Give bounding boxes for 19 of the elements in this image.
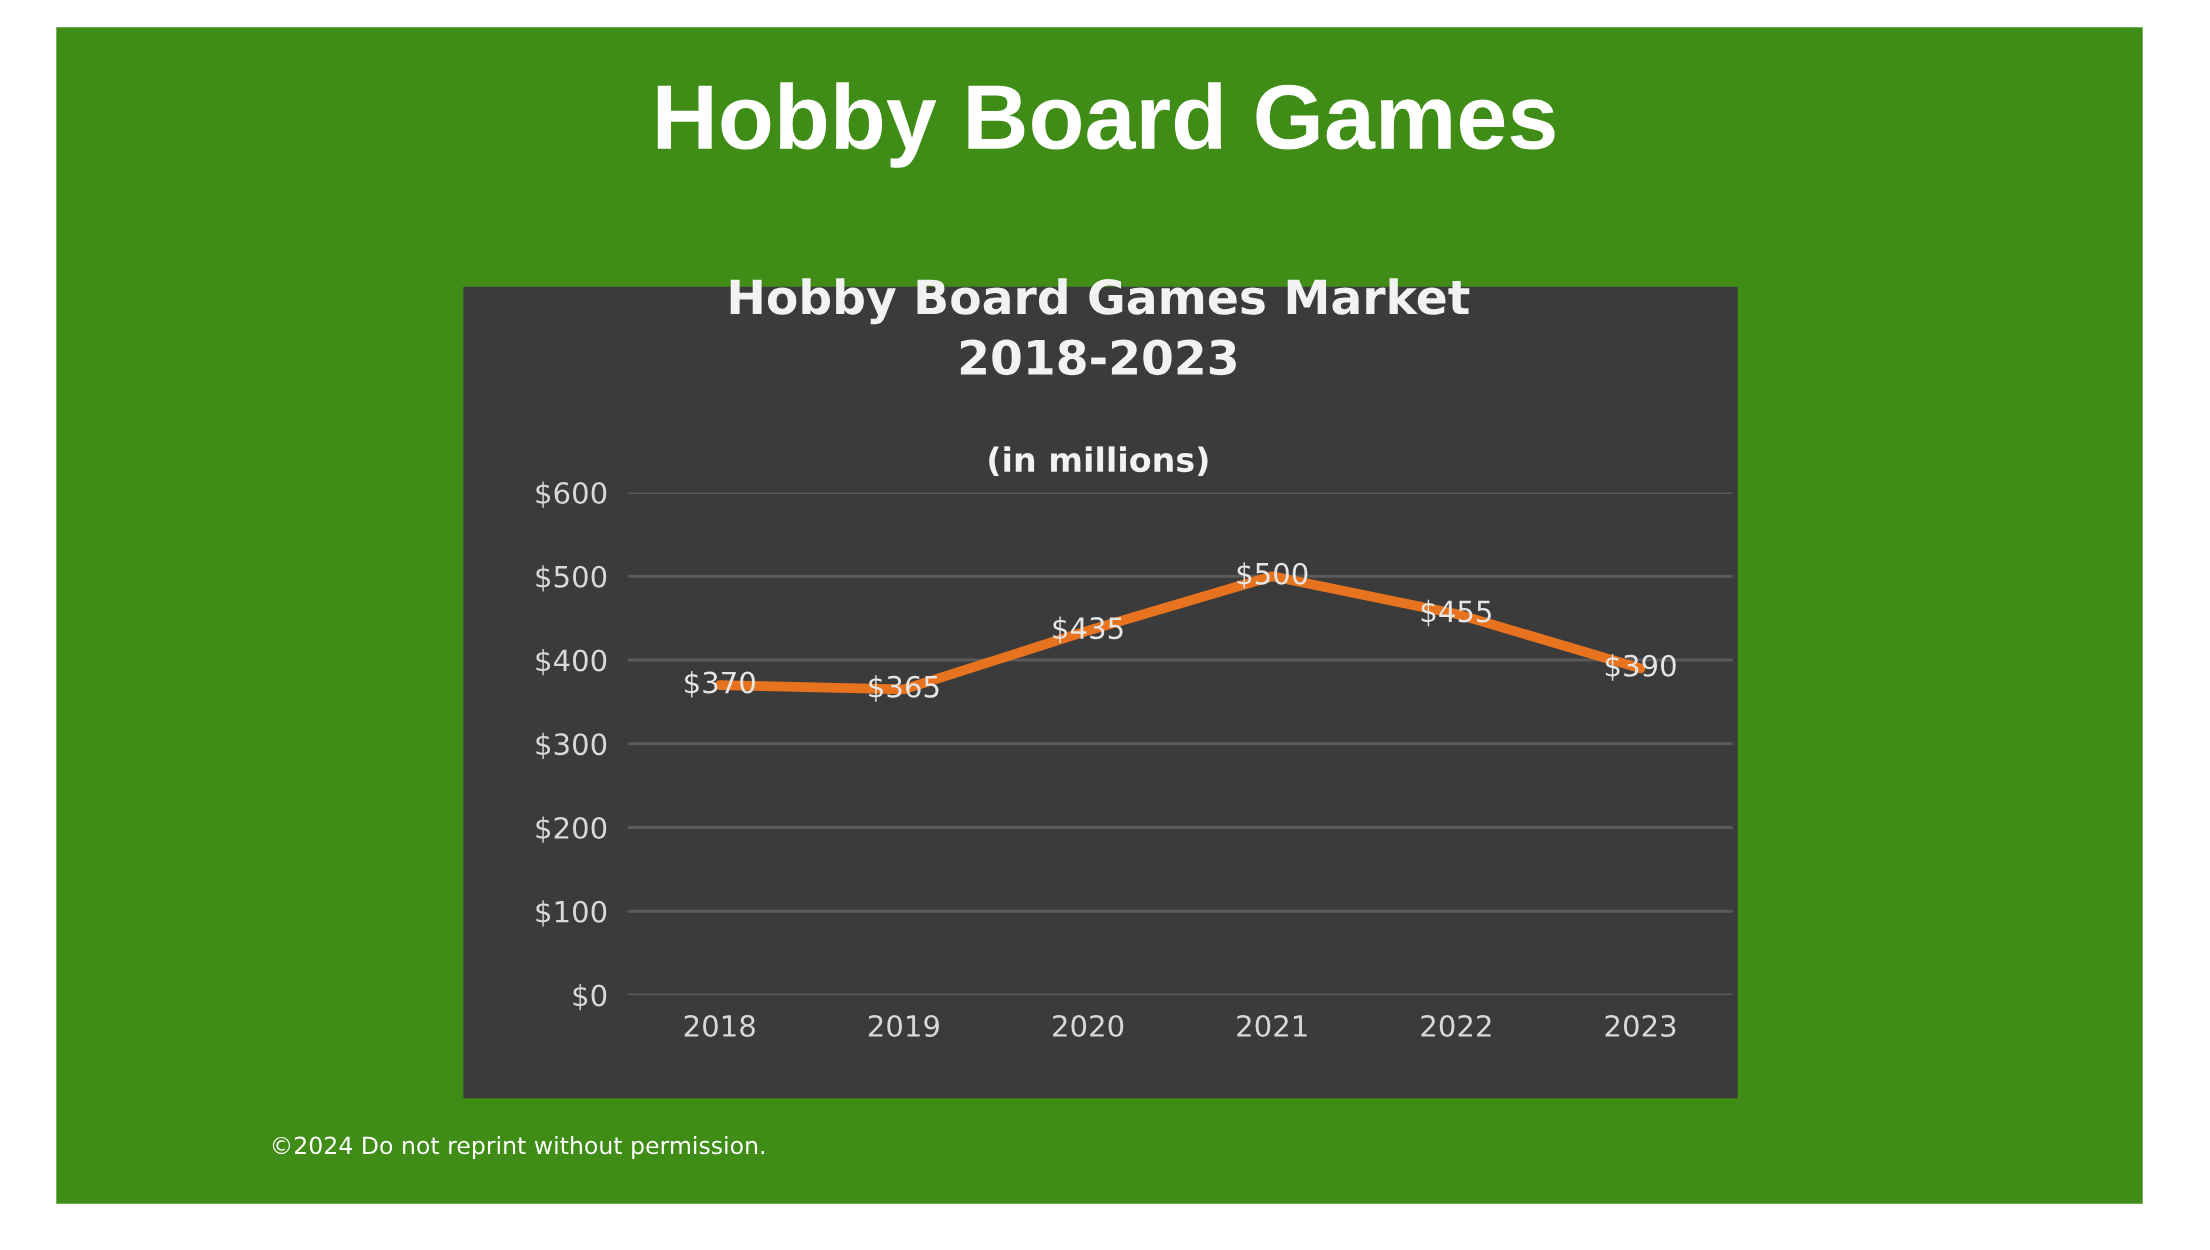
x-tick-label: 2018 bbox=[684, 1014, 755, 1038]
x-tick-label: 2021 bbox=[1237, 1014, 1307, 1038]
y-tick-label: $600 bbox=[536, 481, 607, 508]
y-tick-label: $100 bbox=[536, 900, 607, 927]
data-label: $370 bbox=[685, 671, 755, 698]
text: (in millions) bbox=[989, 446, 1208, 477]
x-tick-label: 2020 bbox=[1053, 1014, 1124, 1038]
y-tick-label: $300 bbox=[536, 732, 607, 760]
data-label: $390 bbox=[1605, 654, 1676, 681]
text: ©2024 Do not reprint without permission. bbox=[272, 1136, 764, 1159]
chart-title: Hobby Board Games bbox=[657, 82, 1555, 168]
y-tick-label: $500 bbox=[536, 565, 607, 592]
y-tick-label: $200 bbox=[536, 816, 607, 843]
y-tick-label: $0 bbox=[573, 983, 607, 1011]
x-tick-label: 2023 bbox=[1605, 1014, 1676, 1038]
y-tick-label: $400 bbox=[536, 648, 607, 676]
chart-subtitle: Hobby Board Games Market 2018-2023 bbox=[730, 278, 1470, 376]
x-tick-label: 2019 bbox=[868, 1014, 939, 1038]
x-tick-label: 2022 bbox=[1421, 1014, 1491, 1038]
